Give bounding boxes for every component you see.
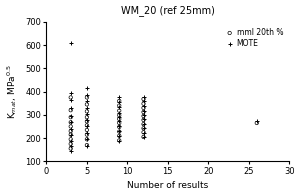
MOTE — [68, 121, 73, 124]
mml 20th % — [117, 117, 122, 121]
mml 20th % — [117, 134, 122, 137]
MOTE — [85, 107, 89, 110]
MOTE — [85, 87, 89, 90]
MOTE — [141, 127, 146, 130]
MOTE — [117, 129, 122, 132]
Y-axis label: K$_{mat}$, MPa$^{0.5}$: K$_{mat}$, MPa$^{0.5}$ — [6, 64, 20, 119]
MOTE — [85, 113, 89, 116]
mml 20th % — [85, 103, 89, 106]
mml 20th % — [117, 125, 122, 129]
MOTE — [117, 134, 122, 137]
mml 20th % — [141, 97, 146, 101]
mml 20th % — [117, 130, 122, 133]
mml 20th % — [85, 124, 89, 127]
MOTE — [141, 100, 146, 103]
MOTE — [68, 139, 73, 142]
MOTE — [68, 114, 73, 118]
X-axis label: Number of results: Number of results — [127, 181, 208, 191]
MOTE — [85, 93, 89, 97]
MOTE — [117, 115, 122, 118]
mml 20th % — [254, 121, 259, 124]
MOTE — [117, 101, 122, 104]
mml 20th % — [117, 109, 122, 112]
MOTE — [117, 124, 122, 128]
MOTE — [254, 120, 259, 123]
mml 20th % — [85, 110, 89, 113]
mml 20th % — [68, 96, 73, 99]
MOTE — [68, 145, 73, 148]
MOTE — [141, 118, 146, 121]
MOTE — [117, 139, 122, 142]
MOTE — [85, 131, 89, 134]
MOTE — [141, 109, 146, 112]
mml 20th % — [141, 127, 146, 130]
mml 20th % — [117, 139, 122, 142]
MOTE — [85, 124, 89, 128]
Legend: mml 20th %, MOTE: mml 20th %, MOTE — [224, 26, 285, 50]
MOTE — [141, 95, 146, 98]
MOTE — [117, 95, 122, 98]
MOTE — [68, 127, 73, 130]
mml 20th % — [85, 138, 89, 141]
mml 20th % — [117, 99, 122, 103]
mml 20th % — [141, 106, 146, 109]
MOTE — [141, 131, 146, 134]
MOTE — [68, 41, 73, 44]
mml 20th % — [85, 96, 89, 99]
mml 20th % — [85, 116, 89, 119]
mml 20th % — [85, 128, 89, 132]
mml 20th % — [68, 125, 73, 128]
mml 20th % — [68, 130, 73, 133]
MOTE — [117, 111, 122, 114]
MOTE — [85, 100, 89, 103]
MOTE — [68, 106, 73, 109]
MOTE — [68, 133, 73, 136]
mml 20th % — [141, 111, 146, 114]
MOTE — [85, 118, 89, 122]
mml 20th % — [68, 121, 73, 124]
mml 20th % — [85, 133, 89, 136]
mml 20th % — [141, 131, 146, 134]
mml 20th % — [141, 135, 146, 139]
mml 20th % — [68, 133, 73, 136]
mml 20th % — [68, 138, 73, 141]
mml 20th % — [117, 104, 122, 107]
mml 20th % — [68, 147, 73, 150]
MOTE — [68, 98, 73, 101]
mml 20th % — [68, 142, 73, 145]
mml 20th % — [68, 116, 73, 119]
mml 20th % — [141, 118, 146, 122]
mml 20th % — [141, 114, 146, 118]
MOTE — [117, 120, 122, 123]
Title: WM_20 (ref 25mm): WM_20 (ref 25mm) — [121, 5, 215, 16]
mml 20th % — [141, 122, 146, 126]
MOTE — [141, 104, 146, 108]
MOTE — [141, 122, 146, 125]
MOTE — [85, 144, 89, 147]
mml 20th % — [85, 143, 89, 147]
mml 20th % — [85, 120, 89, 123]
MOTE — [85, 138, 89, 141]
MOTE — [117, 106, 122, 109]
mml 20th % — [141, 102, 146, 105]
MOTE — [141, 135, 146, 139]
mml 20th % — [117, 114, 122, 117]
MOTE — [68, 91, 73, 94]
mml 20th % — [117, 121, 122, 124]
MOTE — [141, 114, 146, 117]
MOTE — [68, 149, 73, 152]
mml 20th % — [68, 109, 73, 112]
